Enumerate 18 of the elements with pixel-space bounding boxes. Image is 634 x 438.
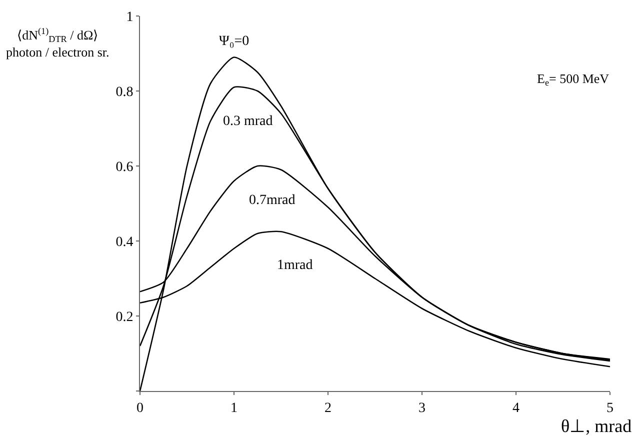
x-tick-label: 0 <box>136 400 144 416</box>
x-tick-label: 2 <box>324 400 332 416</box>
y-tick-label: 0.6 <box>116 160 134 175</box>
series-label: 0.7mrad <box>249 193 296 208</box>
x-axis-title: θ⊥, mrad <box>561 416 632 436</box>
y-tick-label: 1 <box>126 10 134 25</box>
series-label: Ψ₀=0 <box>219 34 250 49</box>
x-tick-label: 3 <box>418 400 426 416</box>
x-tick-label: 4 <box>512 400 520 416</box>
x-tick-label: 5 <box>606 400 614 416</box>
y-axis-title: ⟨dN$^{(1)}$$_{DTR}$ / dΩ⟩ photon / electron sr. <box>6 26 110 60</box>
series-label: 1mrad <box>277 258 313 273</box>
y-tick-label: 0.8 <box>116 84 134 100</box>
annotation: E$_{e}$= 500 MeV <box>537 71 610 88</box>
y-tick-label: 0.4 <box>116 234 134 250</box>
x-tick-label: 1 <box>230 400 238 416</box>
series-label: 0.3 mrad <box>223 114 273 129</box>
y-tick-label: 0.2 <box>116 310 134 325</box>
